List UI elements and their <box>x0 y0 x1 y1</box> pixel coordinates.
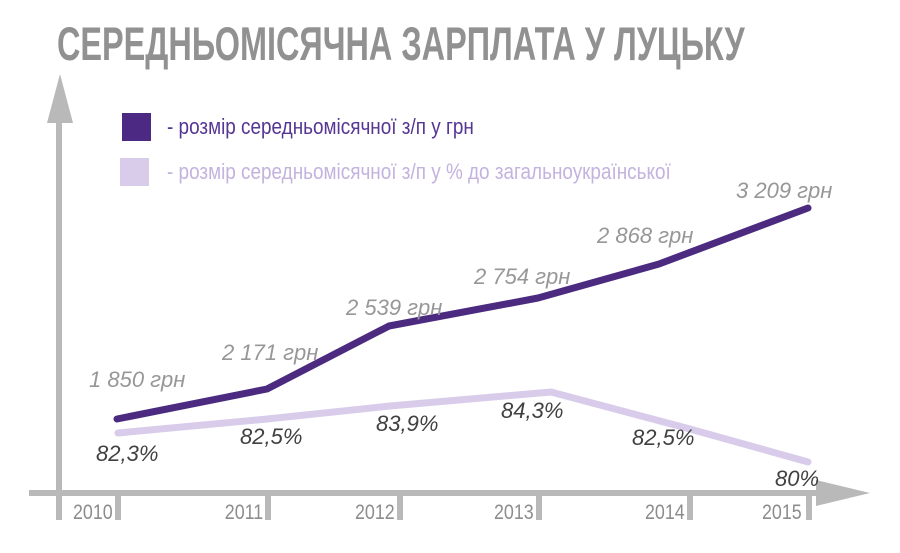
percent-line <box>114 388 812 466</box>
salary-value-label-2010: 1 850 грн <box>89 367 186 392</box>
page-title-text: СЕРЕДНЬОМІСЯЧНА ЗАРПЛАТА У ЛУЦЬКУ <box>57 17 745 70</box>
x-axis <box>29 490 820 496</box>
x-axis-label-2013: 2013 <box>494 501 534 524</box>
x-axis-tick <box>397 490 403 520</box>
x-axis-label-2011: 2011 <box>224 501 263 524</box>
x-axis-label-2010: 2010 <box>73 501 113 524</box>
percent-value-label-2015: 80% <box>775 466 820 491</box>
x-axis-tick <box>687 490 693 520</box>
x-axis-label-2014: 2014 <box>645 501 685 524</box>
salary-line <box>113 204 812 423</box>
salary-value-label-2013: 2 754 грн <box>474 264 571 289</box>
legend-item-salary: - розмір середньомісячної з/п у грн <box>167 114 474 139</box>
y-axis <box>56 120 62 520</box>
x-axis-label-2012: 2012 <box>355 501 395 524</box>
x-axis-tick <box>265 490 271 520</box>
legend-swatch-percent <box>120 158 149 186</box>
percent-value-label-2014: 82,5% <box>632 425 695 450</box>
percent-value-label-2011: 82,5% <box>240 424 303 449</box>
percent-value-label-2013: 84,3% <box>501 398 564 423</box>
salary-value-label-2015: 3 209 грн <box>736 178 833 203</box>
salary-value-label-2014: 2 868 грн <box>597 223 694 248</box>
y-axis-arrow-icon <box>47 74 73 123</box>
page-title: СЕРЕДНЬОМІСЯЧНА ЗАРПЛАТА У ЛУЦЬКУ <box>57 16 900 71</box>
salary-value-label-2011: 2 171 грн <box>222 340 319 365</box>
salary-value-label-2012: 2 539 грн <box>346 295 443 320</box>
x-axis-tick <box>806 490 812 520</box>
legend-item-percent: - розмір середньомісячної з/п у % до заг… <box>167 159 671 184</box>
x-axis-tick <box>115 490 121 520</box>
percent-value-label-2010: 82,3% <box>96 441 159 466</box>
x-axis-label-2015: 2015 <box>762 501 802 524</box>
x-axis-arrow-icon <box>816 480 870 506</box>
legend-swatch-salary <box>122 113 151 141</box>
x-axis-tick <box>536 490 542 520</box>
percent-value-label-2012: 83,9% <box>376 411 439 436</box>
